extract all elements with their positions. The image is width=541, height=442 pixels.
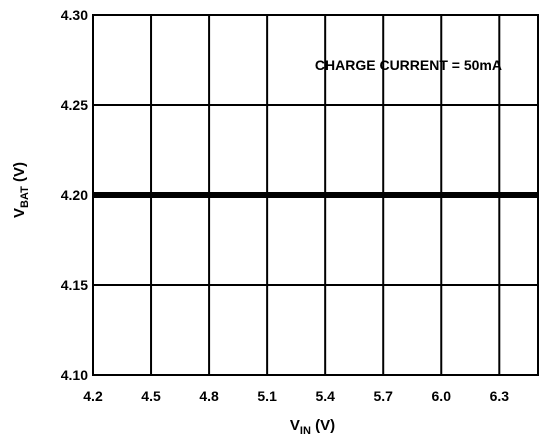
y-axis-label-main: V: [11, 208, 28, 218]
x-tick-label: 6.3: [490, 388, 510, 404]
x-tick-label: 4.2: [83, 388, 103, 404]
annotation-charge-current: CHARGE CURRENT = 50mA: [315, 57, 502, 73]
x-axis-label-main: V: [290, 417, 300, 434]
y-tick-labels: 4.10 4.15 4.20 4.25 4.30: [61, 7, 88, 383]
plot-frame: [92, 14, 539, 376]
y-axis-label-unit: (V): [11, 162, 28, 186]
y-tick-label: 4.25: [61, 97, 88, 113]
x-tick-labels: 4.2 4.5 4.8 5.1 5.4 5.7 6.0 6.3: [83, 388, 509, 404]
y-axis-label-subscript: BAT: [19, 186, 31, 208]
x-axis-label-unit: (V): [311, 417, 335, 434]
y-tick-label: 4.10: [61, 367, 88, 383]
x-tick-label: 5.1: [257, 388, 277, 404]
x-tick-label: 5.7: [373, 388, 393, 404]
x-tick-label: 5.4: [315, 388, 335, 404]
y-tick-label: 4.30: [61, 7, 88, 23]
x-axis-label-subscript: IN: [300, 425, 311, 437]
y-axis-label: VBAT (V): [11, 162, 31, 218]
x-tick-label: 6.0: [432, 388, 452, 404]
y-tick-label: 4.15: [61, 277, 88, 293]
y-tick-label: 4.20: [61, 187, 88, 203]
x-tick-label: 4.5: [141, 388, 161, 404]
x-axis-label: VIN (V): [290, 417, 335, 437]
x-tick-label: 4.8: [199, 388, 219, 404]
